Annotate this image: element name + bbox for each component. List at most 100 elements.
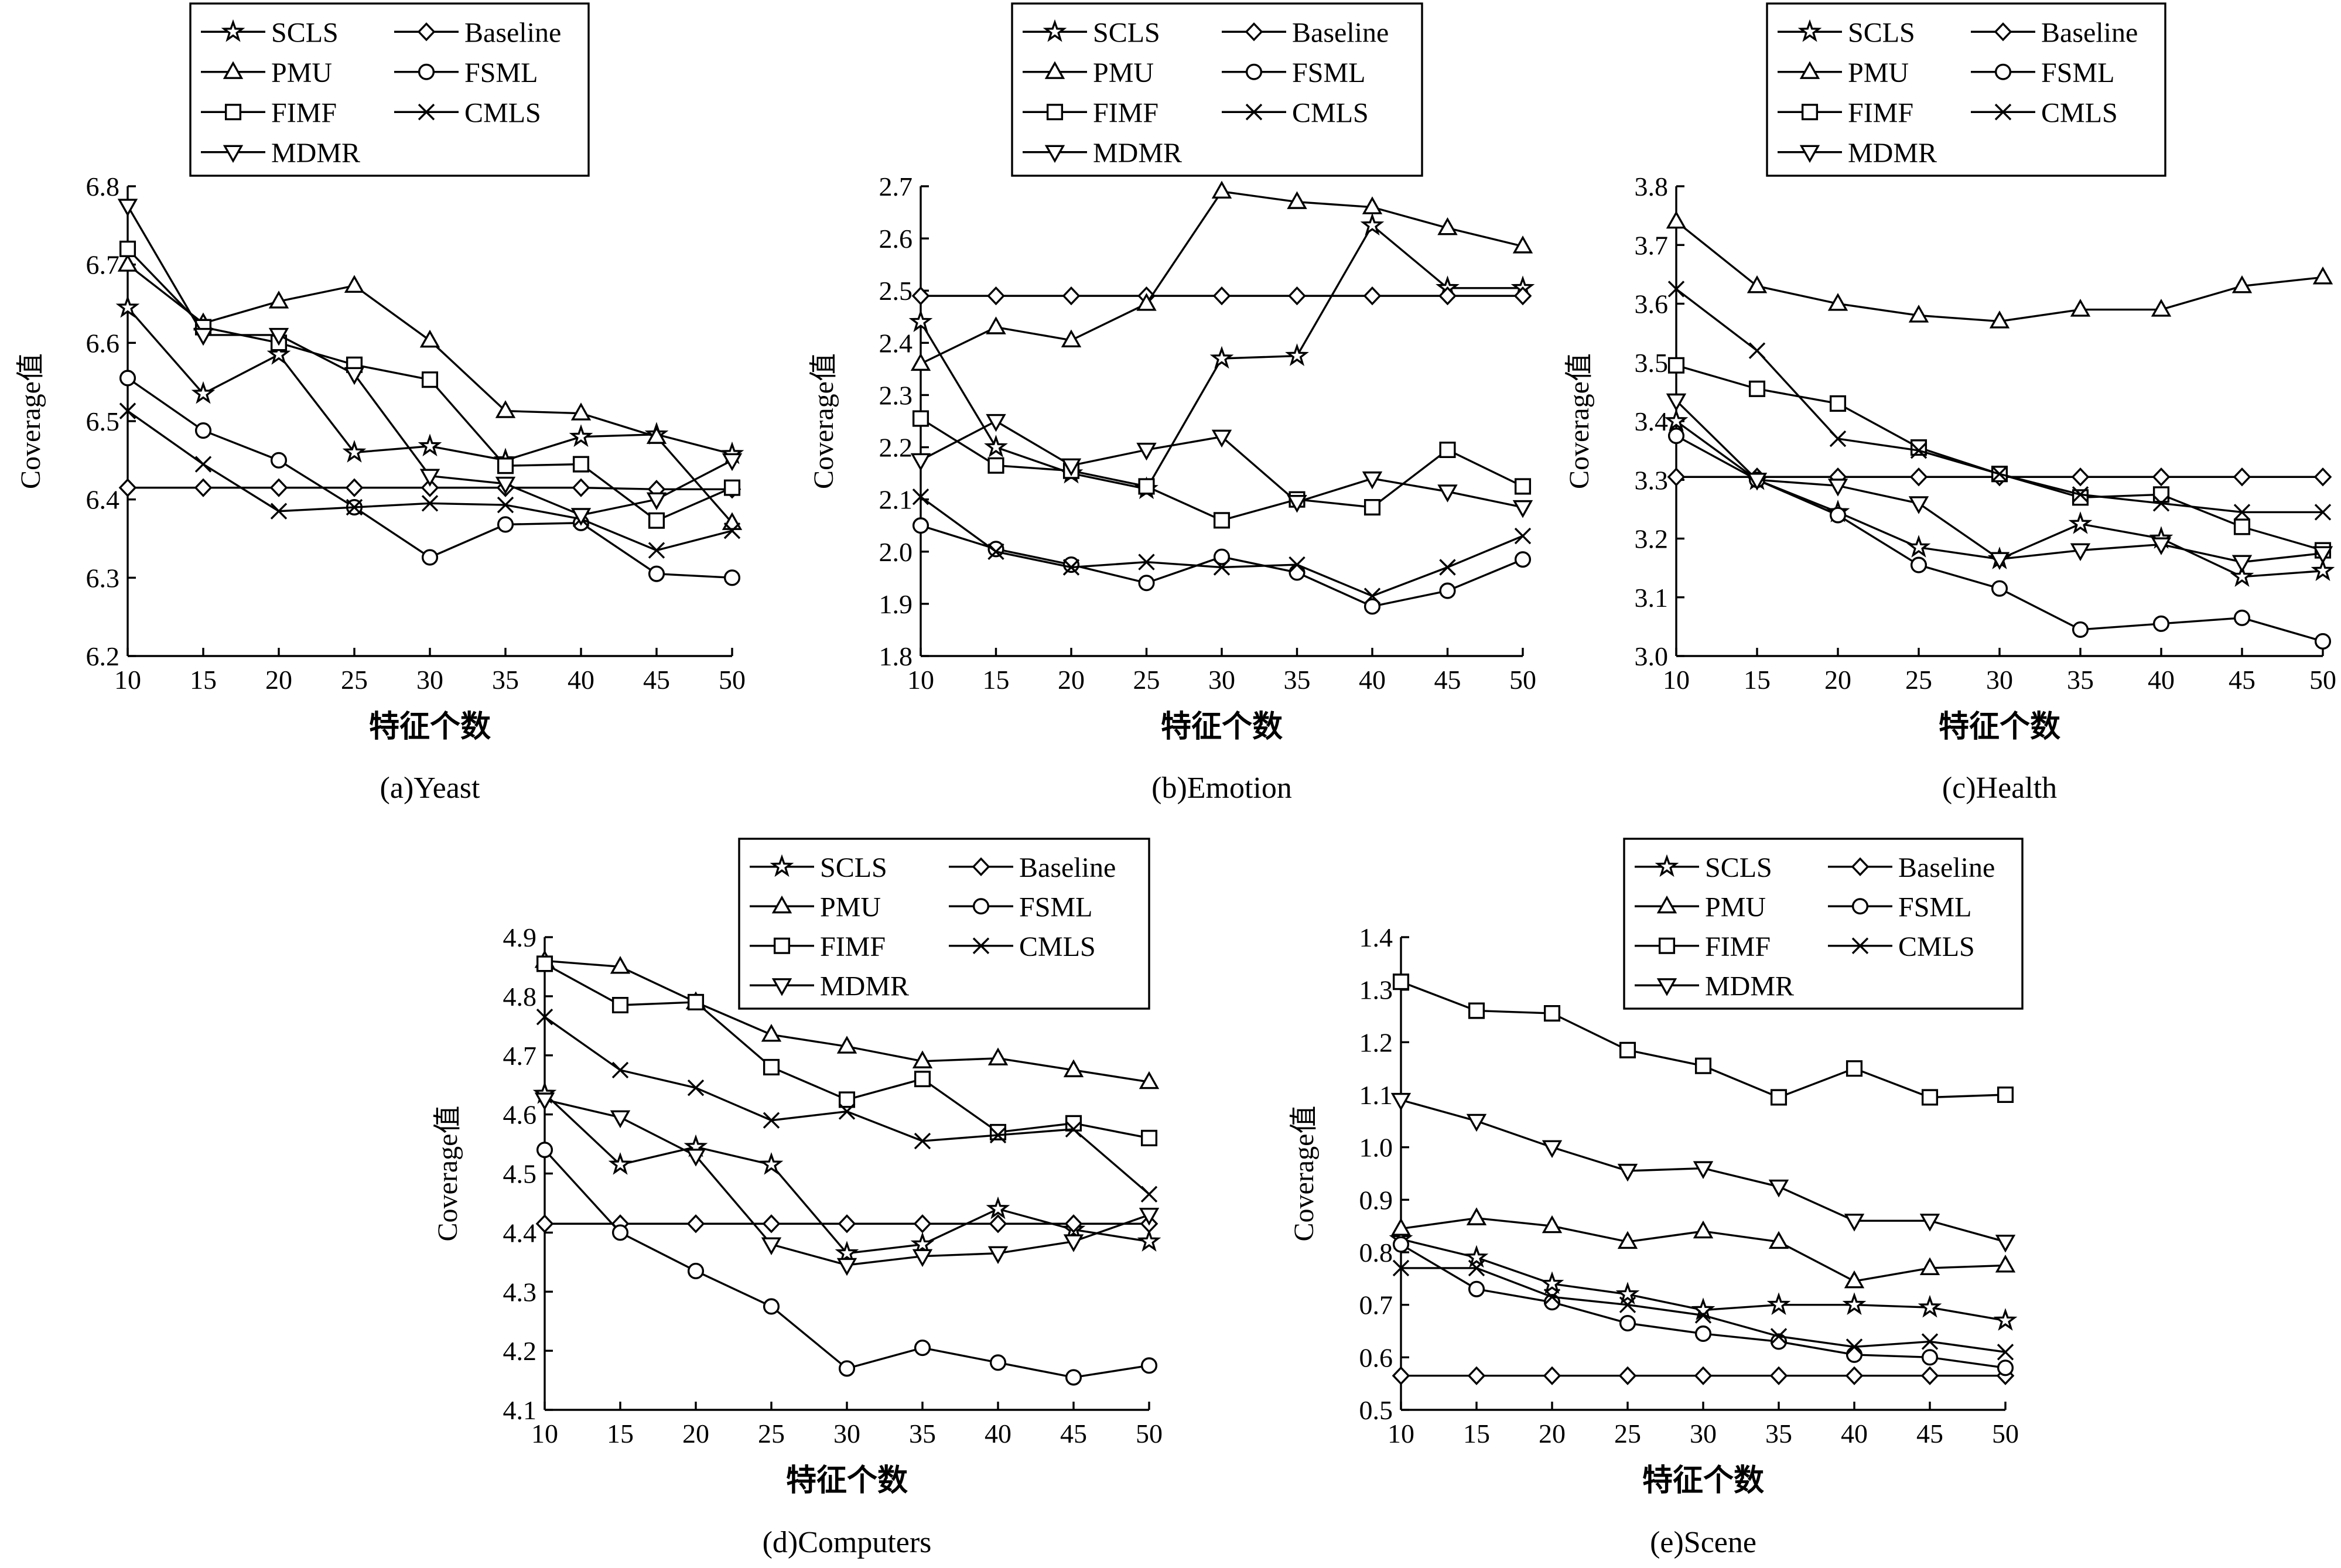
data-point	[495, 400, 516, 418]
data-point	[1514, 551, 1532, 568]
legend-label: PMU	[1093, 57, 1154, 88]
data-point	[117, 199, 138, 217]
legend-entry: FIMF	[1635, 931, 1771, 962]
data-point	[2230, 564, 2254, 587]
series-fsml	[912, 517, 1532, 615]
data-point	[419, 329, 440, 348]
data-point	[914, 1340, 931, 1357]
data-point	[1211, 429, 1232, 448]
data-point	[536, 1008, 553, 1026]
data-point	[1513, 286, 1532, 306]
x-tick-label: 20	[682, 1419, 709, 1449]
series-pmu	[1390, 1207, 2016, 1289]
data-point	[1747, 473, 1768, 491]
legend-entry: MDMR	[1023, 138, 1182, 169]
data-point	[1768, 1231, 1789, 1249]
legend-marker	[1245, 22, 1263, 42]
data-point	[1543, 1366, 1561, 1385]
data-point	[1919, 1257, 1940, 1275]
data-point	[1694, 1307, 1712, 1324]
data-point	[194, 456, 212, 473]
data-point	[759, 1152, 784, 1175]
data-point	[908, 309, 933, 333]
x-tick-label: 30	[1690, 1419, 1717, 1449]
legend-entry: CMLS	[949, 931, 1096, 962]
x-tick-label: 45	[1060, 1419, 1087, 1449]
data-point	[1468, 1280, 1485, 1297]
series-mdmr	[534, 1092, 1160, 1276]
x-tick-label: 10	[907, 665, 934, 695]
data-point	[118, 478, 137, 497]
data-point	[1909, 467, 1928, 487]
y-tick-label: 2.4	[879, 328, 913, 358]
data-point	[2311, 558, 2335, 581]
legend: SCLS Baseline PMU FSML FIMF CMLS MDMR	[1011, 2, 1423, 177]
data-point	[2070, 543, 2091, 561]
y-tick-label: 3.0	[1635, 641, 1669, 671]
legend-marker	[1245, 104, 1263, 121]
data-point	[1138, 478, 1155, 495]
data-point	[1906, 535, 1931, 558]
data-point	[117, 254, 138, 272]
data-point	[194, 478, 213, 497]
legend-label: MDMR	[271, 138, 360, 169]
data-point	[1543, 1005, 1561, 1022]
series-cmls	[119, 402, 741, 559]
data-point	[1910, 442, 1928, 459]
data-point	[1542, 1140, 1563, 1159]
data-point	[836, 1258, 857, 1276]
legend-label: FIMF	[1093, 97, 1158, 128]
y-axis-title: Coverage值	[808, 353, 839, 489]
data-point	[838, 1091, 856, 1108]
series-fimf	[1392, 973, 2014, 1106]
data-point	[419, 469, 440, 487]
data-point	[1466, 1207, 1487, 1225]
legend-entry: SCLS	[750, 852, 887, 883]
x-tick-label: 25	[758, 1419, 785, 1449]
data-point	[534, 1092, 555, 1111]
data-point	[761, 1024, 782, 1042]
data-point	[1667, 428, 1685, 445]
x-tick-label: 20	[1058, 665, 1085, 695]
series-fsml	[536, 1142, 1158, 1386]
legend-marker	[221, 19, 245, 42]
series-cmls	[912, 488, 1532, 604]
x-tick-label: 35	[1765, 1419, 1792, 1449]
data-point	[1829, 395, 1847, 412]
data-point	[2231, 275, 2253, 293]
x-tick-label: 40	[2148, 665, 2175, 695]
data-point	[1137, 1229, 1161, 1252]
data-point	[536, 955, 553, 972]
x-tick-label: 25	[1614, 1419, 1641, 1449]
data-point	[1846, 1346, 1863, 1363]
data-point	[723, 479, 741, 496]
data-point	[685, 1149, 706, 1167]
data-point	[1908, 496, 1929, 514]
data-point	[270, 452, 288, 469]
series-fsml	[1392, 1236, 2014, 1376]
data-point	[342, 440, 367, 463]
data-point	[1062, 286, 1081, 306]
x-tick-label: 20	[1539, 1419, 1566, 1449]
data-point	[1769, 1366, 1788, 1385]
data-point	[912, 410, 929, 427]
data-point	[1363, 498, 1381, 516]
data-point	[1289, 556, 1306, 573]
x-tick-label: 45	[643, 665, 670, 695]
data-point	[1213, 548, 1231, 565]
data-point	[1918, 1294, 1942, 1318]
legend-marker	[1851, 937, 1869, 954]
data-point	[1392, 1236, 1410, 1253]
data-point	[1619, 1315, 1636, 1332]
data-point	[986, 1196, 1010, 1219]
data-point	[1213, 559, 1231, 576]
data-point	[1512, 235, 1533, 254]
data-point	[987, 543, 1004, 560]
legend-marker	[1799, 61, 1820, 79]
data-point	[1138, 575, 1155, 592]
data-point	[610, 1110, 631, 1129]
x-tick-label: 50	[1992, 1419, 2019, 1449]
legend-label: FIMF	[271, 97, 337, 128]
data-point	[1667, 357, 1685, 374]
x-tick-label: 35	[1284, 665, 1311, 695]
